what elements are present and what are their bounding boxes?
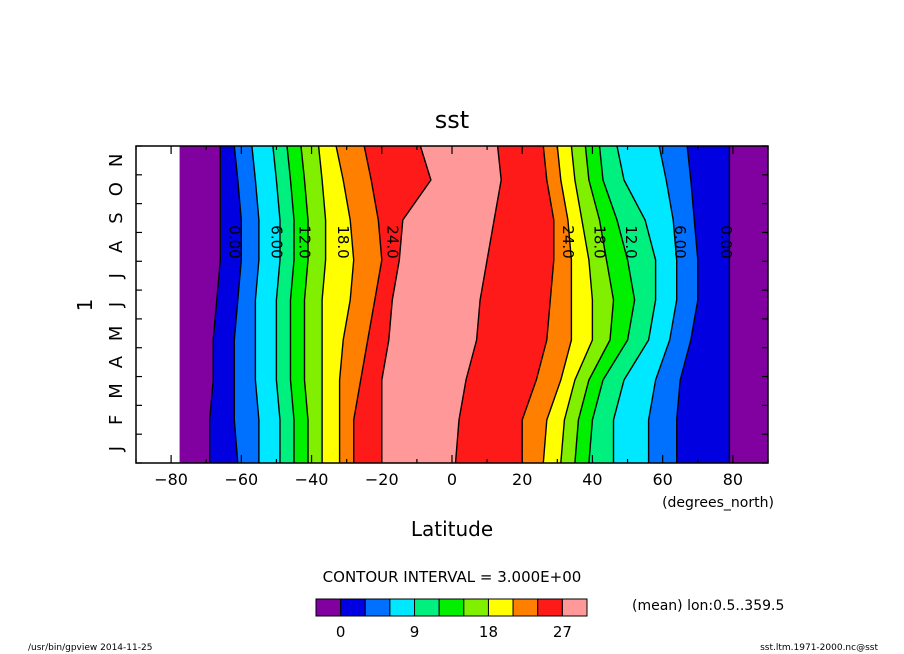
contour-line xyxy=(542,146,573,463)
x-tick-label: 40 xyxy=(582,470,602,489)
y-tick-label: O xyxy=(106,182,127,196)
colorbar-swatch xyxy=(561,598,588,617)
colorbar-label: 18 xyxy=(479,623,498,641)
contour-line xyxy=(335,146,355,463)
x-tick-label: 60 xyxy=(652,470,672,489)
colorbar-swatch xyxy=(315,598,342,617)
footer-right: sst.ltm.1971-2000.nc@sst xyxy=(760,643,878,653)
contour-line xyxy=(454,146,502,463)
y-tick-label: N xyxy=(106,154,127,167)
y-tick-label: F xyxy=(106,415,127,425)
x-tick-label: 0 xyxy=(447,470,457,489)
contour-line xyxy=(574,146,615,463)
y-tick-label: M xyxy=(106,383,127,399)
x-tick-label: −60 xyxy=(224,470,258,489)
contour-line xyxy=(381,146,432,463)
contour-label: 0.00 xyxy=(225,225,243,258)
colorbar-swatch xyxy=(537,598,563,617)
contour-line xyxy=(251,146,260,463)
x-tick-label: 80 xyxy=(723,470,743,489)
colorbar-swatch xyxy=(414,598,440,617)
contour-line xyxy=(676,146,699,463)
colorbar-swatch xyxy=(340,598,366,617)
contour-label: 6.00 xyxy=(671,225,689,258)
colorbar-swatch xyxy=(438,598,465,617)
contour-label: 6.00 xyxy=(267,225,285,258)
colorbar-label: 9 xyxy=(410,623,420,641)
x-axis-units: (degrees_north) xyxy=(662,495,774,511)
contour-line xyxy=(286,146,295,463)
colorbar-swatch xyxy=(512,598,539,617)
colorbar-swatch xyxy=(487,598,514,617)
y-tick-label: A xyxy=(106,355,127,368)
contour-line xyxy=(233,146,243,463)
y-tick-label: J xyxy=(106,302,127,308)
contour-line xyxy=(353,146,383,463)
contour-interval-text: CONTOUR INTERVAL = 3.000E+00 xyxy=(323,568,582,586)
colorbar: 0 9 18 27 xyxy=(315,598,588,641)
contour-line xyxy=(272,146,281,463)
x-tick-label: −80 xyxy=(154,470,188,489)
contour-label: 12.0 xyxy=(622,225,640,258)
contour-line xyxy=(208,146,222,463)
contour-line xyxy=(588,146,636,463)
y-tick-label: J xyxy=(106,273,127,279)
x-tick-label: −40 xyxy=(295,470,329,489)
y-axis-label: 1 xyxy=(73,299,97,312)
x-axis: −80 −60 −40 −20 0 20 40 60 80 xyxy=(135,146,769,489)
y-tick-label: A xyxy=(106,240,127,253)
contour-line xyxy=(300,146,309,463)
plot-area xyxy=(136,146,768,463)
y-tick-label: M xyxy=(106,326,127,342)
contour-line xyxy=(521,146,555,463)
mean-text: (mean) lon:0.5..359.5 xyxy=(632,598,784,614)
colorbar-label: 27 xyxy=(553,623,572,641)
x-tick-label: 20 xyxy=(512,470,532,489)
contour-line xyxy=(612,146,657,463)
contour-band xyxy=(729,146,768,463)
contour-label: 0.00 xyxy=(717,225,735,258)
contour-label: 12.0 xyxy=(296,225,314,258)
contour-line xyxy=(647,146,678,463)
colorbar-swatch xyxy=(389,598,416,617)
colorbar-swatch xyxy=(463,598,489,617)
contour-label: 24.0 xyxy=(559,225,577,258)
contour-label: 18.0 xyxy=(334,225,352,258)
footer-left: /usr/bin/gpview 2014-11-25 xyxy=(28,643,152,653)
contour-label: 24.0 xyxy=(383,225,401,258)
contour-bands xyxy=(179,146,768,463)
contour-labels: 0.00 6.00 12.0 18.0 24.0 24.0 18.0 12.0 6.00 0.00 xyxy=(225,225,735,258)
x-axis-label: Latitude xyxy=(411,517,493,541)
colorbar-label: 0 xyxy=(336,623,346,641)
y-tick-label: S xyxy=(106,212,127,223)
colorbar-swatch xyxy=(364,598,391,617)
contour-lines xyxy=(208,146,731,463)
contour-line xyxy=(317,146,327,463)
y-tick-label: J xyxy=(106,446,127,452)
contour-line xyxy=(560,146,594,463)
x-tick-label: −20 xyxy=(365,470,399,489)
chart-title: sst xyxy=(435,106,469,134)
contour-label: 18.0 xyxy=(591,225,609,258)
